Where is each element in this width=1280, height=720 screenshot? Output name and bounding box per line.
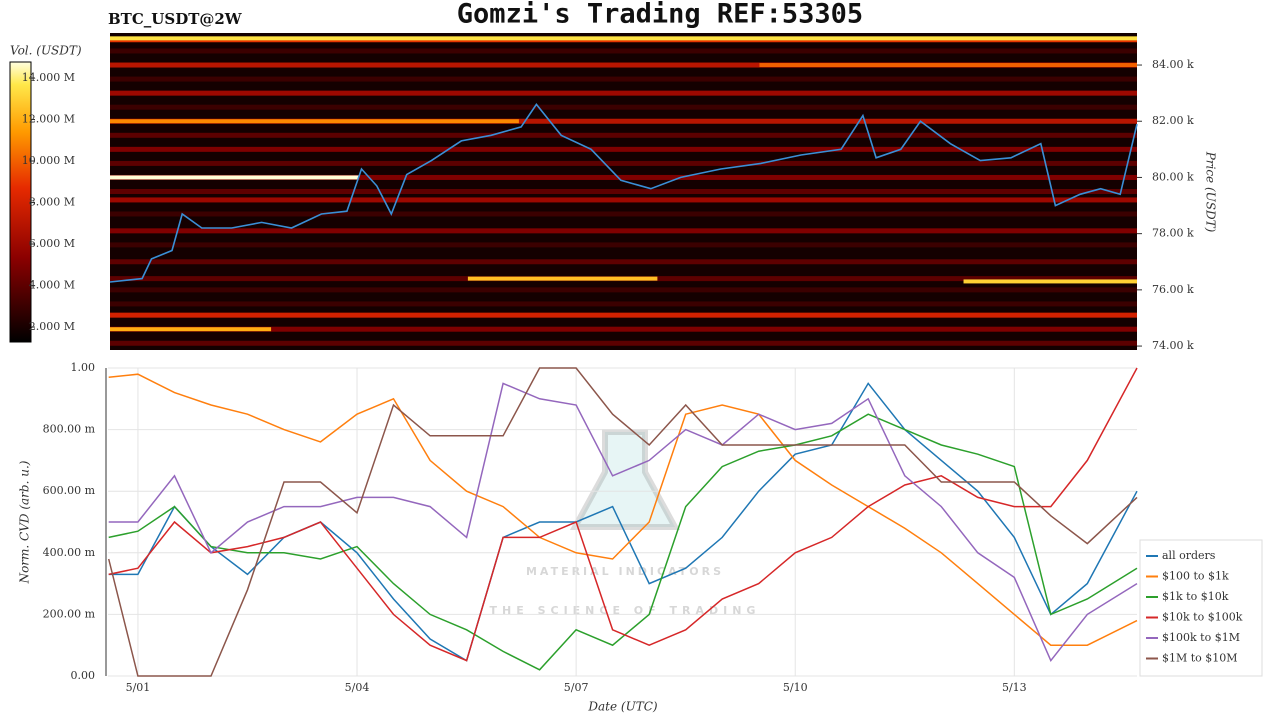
y-tick-label: 84.00 k: [1152, 58, 1194, 71]
volume-segment: [759, 63, 1137, 68]
y-tick-label: 400.00 m: [43, 546, 96, 559]
volume-level: [110, 62, 1137, 68]
volume-level: [110, 326, 1137, 332]
volume-level: [110, 104, 1137, 110]
y-tick-label: 80.00 k: [1152, 170, 1194, 183]
y-axis-label: Norm. CVD (arb. u.): [18, 460, 32, 584]
volume-level: [110, 197, 1137, 203]
colorbar-tick-label: 8.000 M: [29, 196, 75, 209]
volume-level: [110, 228, 1137, 234]
volume-segment: [963, 279, 1137, 284]
cvd-line: [108, 382, 1138, 662]
y-tick-label: 200.00 m: [43, 607, 96, 620]
legend-label: $1k to $10k: [1162, 590, 1229, 603]
x-axis-label: Date (UTC): [587, 700, 657, 714]
volume-level: [110, 312, 1137, 318]
volume-level: [110, 160, 1137, 166]
watermark: MATERIAL INDICATORS THE SCIENCE OF TRADI…: [490, 429, 761, 617]
colorbar-tick-label: 4.000 M: [29, 279, 75, 292]
volume-level: [110, 118, 1137, 124]
cvd-line: [108, 413, 1138, 671]
volume-level: [110, 48, 1137, 54]
volume-level: [110, 340, 1137, 346]
price-line: [109, 103, 1138, 283]
watermark-icon: [569, 429, 681, 530]
colorbar-tick-label: 6.000 M: [29, 237, 75, 250]
volume-segment: [110, 327, 272, 332]
y-tick-label: 0.00: [71, 669, 96, 682]
volume-segment: [110, 175, 359, 180]
volume-level: [110, 301, 1137, 307]
page-title: Gomzi's Trading REF:53305: [457, 0, 863, 30]
volume-segment: [110, 119, 519, 124]
volume-level: [110, 76, 1137, 82]
volume-level: [110, 189, 1137, 194]
cvd-line: [108, 373, 1138, 646]
x-tick-label: 5/10: [783, 681, 808, 694]
cvd-line: [107, 367, 1138, 677]
volume-level: [110, 287, 1137, 293]
cvd-layer: 0.00 200.00 m 400.00 m 600.00 m 800.00 m 1.00…: [43, 361, 1263, 694]
volume-level: [110, 146, 1137, 152]
colorbar-tick-label: 10.000 M: [22, 154, 75, 167]
colorbar-label: Vol. (USDT): [10, 44, 82, 58]
y-tick-label: 76.00 k: [1152, 283, 1194, 296]
y-tick-label: 74.00 k: [1152, 339, 1194, 352]
y-tick-label: 78.00 k: [1152, 227, 1194, 240]
chart-subtitle: BTC_USDT@2W: [108, 10, 243, 28]
legend-label: $1M to $10M: [1162, 652, 1238, 665]
watermark-title: MATERIAL INDICATORS: [526, 565, 724, 578]
volume-level: [110, 132, 1137, 138]
volume-level: [110, 259, 1137, 265]
y-tick-label: 800.00 m: [43, 423, 96, 436]
volume-level: [110, 242, 1137, 248]
x-tick-label: 5/13: [1002, 681, 1027, 694]
legend-label: $100k to $1M: [1162, 631, 1240, 644]
cvd-line: [108, 367, 1138, 662]
volume-segment: [110, 36, 1137, 41]
volume-level: [110, 90, 1137, 96]
volume-segment: [467, 276, 658, 281]
volume-level: [110, 211, 1137, 217]
x-tick-label: 5/07: [564, 681, 589, 694]
y-tick-label: 1.00: [71, 361, 96, 374]
volume-level: [110, 174, 1137, 180]
colorbar-tick-label: 14.000 M: [22, 71, 75, 84]
y-tick-label: 82.00 k: [1152, 114, 1194, 127]
cvd-line: [108, 382, 1138, 663]
legend-label: $10k to $100k: [1162, 611, 1243, 624]
watermark-subtitle: THE SCIENCE OF TRADING: [490, 604, 761, 617]
legend-label: all orders: [1162, 549, 1216, 562]
colorbar: [9, 61, 32, 343]
colorbar-tick-label: 2.000 M: [29, 320, 75, 333]
heatmap-layer: 74.00 k 76.00 k 78.00 k 80.00 k 82.00 k 84.00…: [22, 36, 1194, 352]
x-tick-label: 5/01: [126, 681, 151, 694]
colorbar-tick-label: 12.000 M: [22, 112, 75, 125]
legend-box: [1139, 539, 1263, 677]
y-axis-label: Price (USDT): [1204, 151, 1218, 233]
legend-label: $100 to $1k: [1162, 570, 1229, 583]
x-tick-label: 5/04: [345, 681, 370, 694]
y-tick-label: 600.00 m: [43, 484, 96, 497]
